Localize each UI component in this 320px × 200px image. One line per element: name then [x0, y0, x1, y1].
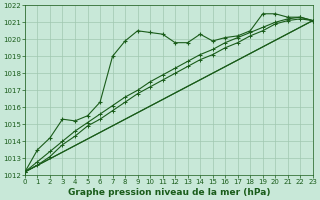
X-axis label: Graphe pression niveau de la mer (hPa): Graphe pression niveau de la mer (hPa): [68, 188, 270, 197]
